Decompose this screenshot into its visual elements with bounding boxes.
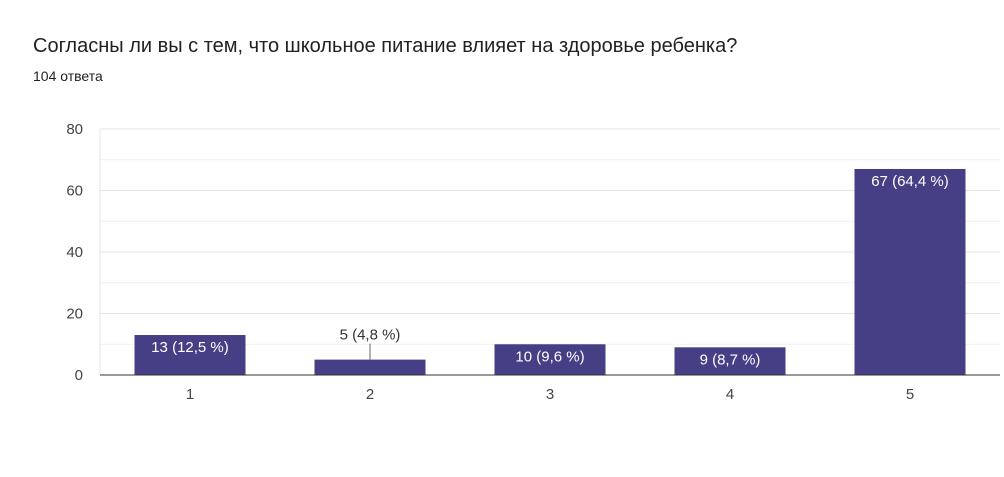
x-tick-label: 1 xyxy=(186,386,194,403)
x-tick-label: 2 xyxy=(366,386,374,403)
bar[interactable] xyxy=(854,168,966,375)
data-label: 5 (4,8 %) xyxy=(340,327,401,344)
x-tick-label: 4 xyxy=(726,386,734,403)
y-tick-label: 20 xyxy=(66,306,83,323)
bars xyxy=(134,168,966,375)
bar[interactable] xyxy=(314,359,426,375)
data-labels: 13 (12,5 %) 5 (4,8 %) 10 (9,6 %) 9 (8,7 %) 6… xyxy=(151,173,949,368)
bar[interactable] xyxy=(674,347,786,375)
y-tick-labels: 0 20 40 60 80 xyxy=(66,121,83,384)
data-label: 10 (9,6 %) xyxy=(515,348,584,365)
data-label: 9 (8,7 %) xyxy=(700,351,761,368)
question-title: Согласны ли вы с тем, что школьное питан… xyxy=(33,35,738,57)
bar[interactable] xyxy=(494,344,606,375)
response-count: 104 ответа xyxy=(33,68,103,84)
grid-lines xyxy=(99,128,1000,375)
data-label: 13 (12,5 %) xyxy=(151,339,229,356)
data-label: 67 (64,4 %) xyxy=(871,173,949,190)
y-tick-label: 80 xyxy=(66,121,83,138)
x-tick-label: 5 xyxy=(906,386,914,403)
y-tick-label: 60 xyxy=(66,183,83,200)
bar[interactable] xyxy=(134,335,246,375)
x-tick-labels: 1 2 3 4 5 xyxy=(186,386,914,403)
y-tick-label: 40 xyxy=(66,244,83,261)
x-tick-label: 3 xyxy=(546,386,554,403)
y-tick-label: 0 xyxy=(75,367,83,384)
